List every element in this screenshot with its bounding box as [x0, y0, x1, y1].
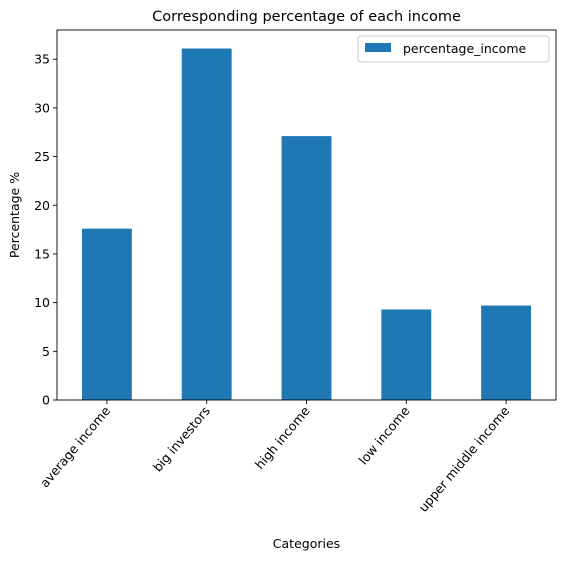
bar-low-income: [381, 309, 432, 400]
chart-title: Corresponding percentage of each income: [152, 9, 461, 25]
y-axis-label: Percentage %: [7, 172, 22, 258]
x-tick-label: big investors: [150, 403, 213, 474]
x-axis-label: Categories: [273, 536, 340, 551]
legend: percentage_income: [357, 35, 550, 63]
x-tick-label: average income: [37, 403, 114, 490]
x-tick-label: upper middle income: [415, 403, 512, 515]
bar-upper-middle-income: [481, 305, 532, 400]
y-tick-label: 10: [34, 295, 50, 310]
y-tick-label: 25: [34, 149, 50, 164]
bar-high-income: [281, 136, 332, 400]
legend-swatch: [365, 43, 391, 52]
y-axis: 0 5 10 15 20 25 30 35: [34, 52, 57, 408]
y-tick-label: 20: [34, 198, 50, 213]
bar-big-investors: [181, 48, 232, 400]
bar-average-income: [81, 228, 132, 400]
x-tick-label: low income: [355, 403, 412, 467]
y-tick-label: 35: [34, 52, 50, 67]
y-tick-label: 0: [42, 393, 50, 408]
y-tick-label: 30: [34, 100, 50, 115]
y-tick-label: 5: [42, 344, 50, 359]
x-tick-label: high income: [252, 403, 313, 472]
legend-label: percentage_income: [403, 41, 527, 56]
bars-group: [81, 48, 532, 400]
legend-box: [357, 35, 550, 63]
y-tick-label: 15: [34, 246, 50, 261]
x-axis: average income big investors high income lo…: [37, 400, 513, 515]
